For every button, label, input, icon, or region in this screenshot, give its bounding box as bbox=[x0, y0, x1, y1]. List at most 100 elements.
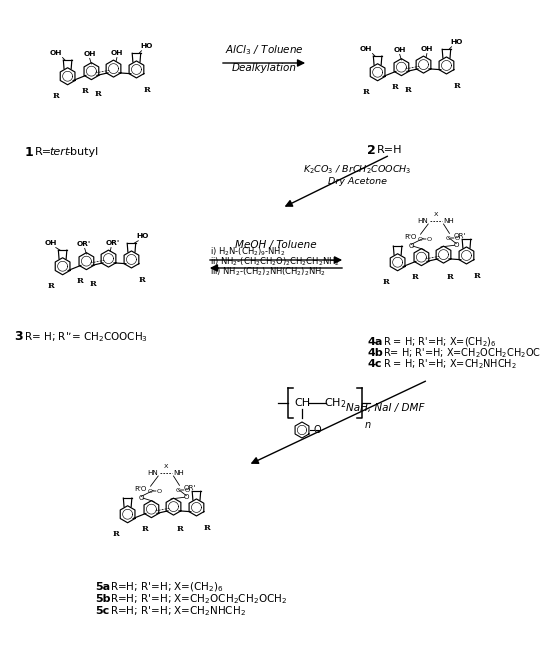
Text: R: R bbox=[141, 525, 148, 533]
Text: R: R bbox=[405, 86, 411, 94]
Text: OH: OH bbox=[421, 46, 433, 52]
Text: 2: 2 bbox=[367, 143, 376, 156]
Text: R: R bbox=[76, 277, 83, 285]
Text: OH: OH bbox=[360, 46, 372, 52]
Polygon shape bbox=[55, 258, 70, 275]
Text: 5b: 5b bbox=[95, 594, 111, 604]
Text: CH: CH bbox=[294, 398, 310, 408]
Text: 4b: 4b bbox=[368, 348, 384, 358]
Text: C=O: C=O bbox=[148, 489, 163, 494]
Text: R: R bbox=[94, 90, 102, 98]
Polygon shape bbox=[436, 246, 451, 263]
Text: 4a: 4a bbox=[368, 337, 383, 347]
Polygon shape bbox=[60, 68, 75, 85]
Polygon shape bbox=[84, 62, 99, 79]
Text: C=O: C=O bbox=[418, 237, 433, 242]
Polygon shape bbox=[416, 56, 431, 73]
Text: R: R bbox=[143, 85, 150, 94]
Text: K$_2$CO$_3$ / BrCH$_2$COOCH$_3$: K$_2$CO$_3$ / BrCH$_2$COOCH$_3$ bbox=[303, 164, 411, 176]
Polygon shape bbox=[414, 249, 429, 266]
Text: OR': OR' bbox=[184, 485, 196, 491]
Text: C=O: C=O bbox=[445, 236, 460, 241]
Polygon shape bbox=[166, 498, 181, 515]
Text: R: R bbox=[447, 273, 454, 281]
Text: R = H; R'=H; X=(CH$_2$)$_6$: R = H; R'=H; X=(CH$_2$)$_6$ bbox=[383, 335, 497, 349]
Text: R= H; R'’= CH$_2$COOCH$_3$: R= H; R'’= CH$_2$COOCH$_3$ bbox=[24, 330, 148, 344]
Text: HN: HN bbox=[147, 471, 158, 477]
Text: R: R bbox=[363, 89, 370, 96]
Text: O: O bbox=[454, 242, 459, 248]
Text: R: R bbox=[90, 280, 97, 288]
Text: X: X bbox=[164, 464, 168, 469]
Text: CH$_2$: CH$_2$ bbox=[324, 396, 346, 410]
Text: Dealkylation: Dealkylation bbox=[232, 63, 296, 73]
Text: OH: OH bbox=[394, 47, 406, 53]
Text: OH: OH bbox=[111, 50, 123, 56]
Text: 5c: 5c bbox=[95, 606, 109, 616]
Polygon shape bbox=[370, 64, 385, 81]
Text: 3: 3 bbox=[14, 331, 23, 344]
Text: 5a: 5a bbox=[95, 582, 110, 592]
Text: HO: HO bbox=[136, 233, 149, 239]
Text: R: R bbox=[113, 531, 120, 538]
Text: R: R bbox=[383, 279, 390, 286]
Text: R=H; R'=H; X=CH$_2$OCH$_2$CH$_2$OCH$_2$: R=H; R'=H; X=CH$_2$OCH$_2$CH$_2$OCH$_2$ bbox=[110, 592, 287, 606]
Text: R: R bbox=[53, 92, 60, 100]
Text: X: X bbox=[434, 212, 438, 217]
Text: ii) NH$_2$-(CH$_2$CH$_2$O)$_2$CH$_2$CH$_2$NH$_2$: ii) NH$_2$-(CH$_2$CH$_2$O)$_2$CH$_2$CH$_… bbox=[210, 255, 340, 268]
Text: O: O bbox=[314, 425, 322, 435]
Text: O: O bbox=[138, 495, 144, 501]
Text: R: R bbox=[48, 283, 55, 290]
Text: R: R bbox=[473, 271, 480, 279]
Polygon shape bbox=[124, 251, 139, 268]
Text: tert: tert bbox=[49, 147, 69, 157]
Text: Dry Acetone: Dry Acetone bbox=[327, 178, 387, 186]
Text: 1: 1 bbox=[25, 146, 33, 158]
Polygon shape bbox=[295, 422, 309, 438]
Text: -butyl: -butyl bbox=[66, 147, 98, 157]
Polygon shape bbox=[144, 501, 159, 518]
Polygon shape bbox=[439, 57, 454, 74]
Text: HO: HO bbox=[450, 39, 463, 45]
Text: C=O: C=O bbox=[175, 488, 190, 493]
Text: R=H; R'=H; X=CH$_2$NHCH$_2$: R=H; R'=H; X=CH$_2$NHCH$_2$ bbox=[110, 604, 246, 618]
Text: MeOH / Toluene: MeOH / Toluene bbox=[235, 240, 317, 250]
Text: $n$: $n$ bbox=[364, 420, 372, 430]
Text: R=: R= bbox=[35, 147, 52, 157]
Polygon shape bbox=[394, 59, 409, 76]
Text: R: R bbox=[453, 81, 460, 90]
Text: R = H; R'=H; X=CH$_2$NHCH$_2$: R = H; R'=H; X=CH$_2$NHCH$_2$ bbox=[383, 357, 517, 371]
Text: R=H: R=H bbox=[377, 145, 402, 155]
Text: R'O: R'O bbox=[134, 486, 146, 492]
Polygon shape bbox=[120, 506, 135, 523]
Text: R= H; R'=H; X=CH$_2$OCH$_2$CH$_2$OCH$_2$: R= H; R'=H; X=CH$_2$OCH$_2$CH$_2$OCH$_2$ bbox=[383, 346, 540, 360]
Text: R=H; R'=H; X=(CH$_2$)$_6$: R=H; R'=H; X=(CH$_2$)$_6$ bbox=[110, 580, 224, 594]
Text: OR': OR' bbox=[77, 241, 91, 247]
Text: 4c: 4c bbox=[368, 359, 382, 369]
Text: O: O bbox=[184, 494, 189, 500]
Polygon shape bbox=[189, 499, 204, 516]
Text: OH: OH bbox=[44, 240, 57, 246]
Text: HN: HN bbox=[417, 219, 428, 225]
Text: AlCl$_3$ / Toluene: AlCl$_3$ / Toluene bbox=[225, 43, 303, 57]
Text: R: R bbox=[177, 525, 184, 533]
Polygon shape bbox=[390, 254, 405, 271]
Polygon shape bbox=[106, 60, 121, 77]
Text: NaH, NaI / DMF: NaH, NaI / DMF bbox=[346, 403, 424, 413]
Text: R: R bbox=[391, 83, 398, 91]
Text: R: R bbox=[81, 87, 88, 95]
Text: NH: NH bbox=[443, 219, 454, 225]
Polygon shape bbox=[101, 250, 116, 267]
Text: O: O bbox=[408, 243, 414, 249]
Text: R'O: R'O bbox=[404, 234, 416, 240]
Text: OR': OR' bbox=[454, 233, 466, 239]
Text: i) H$_2$N-(CH$_2$)$_9$-NH$_2$: i) H$_2$N-(CH$_2$)$_9$-NH$_2$ bbox=[210, 245, 285, 258]
Text: R: R bbox=[203, 523, 210, 532]
Polygon shape bbox=[79, 253, 94, 270]
Polygon shape bbox=[129, 61, 144, 78]
Polygon shape bbox=[459, 247, 474, 264]
Text: OR': OR' bbox=[106, 240, 120, 246]
Text: R: R bbox=[138, 275, 145, 284]
Text: HO: HO bbox=[140, 43, 153, 49]
Text: iii) NH$_2$-(CH$_2$)$_2$NH(CH$_2$)$_2$NH$_2$: iii) NH$_2$-(CH$_2$)$_2$NH(CH$_2$)$_2$NH… bbox=[210, 266, 326, 278]
